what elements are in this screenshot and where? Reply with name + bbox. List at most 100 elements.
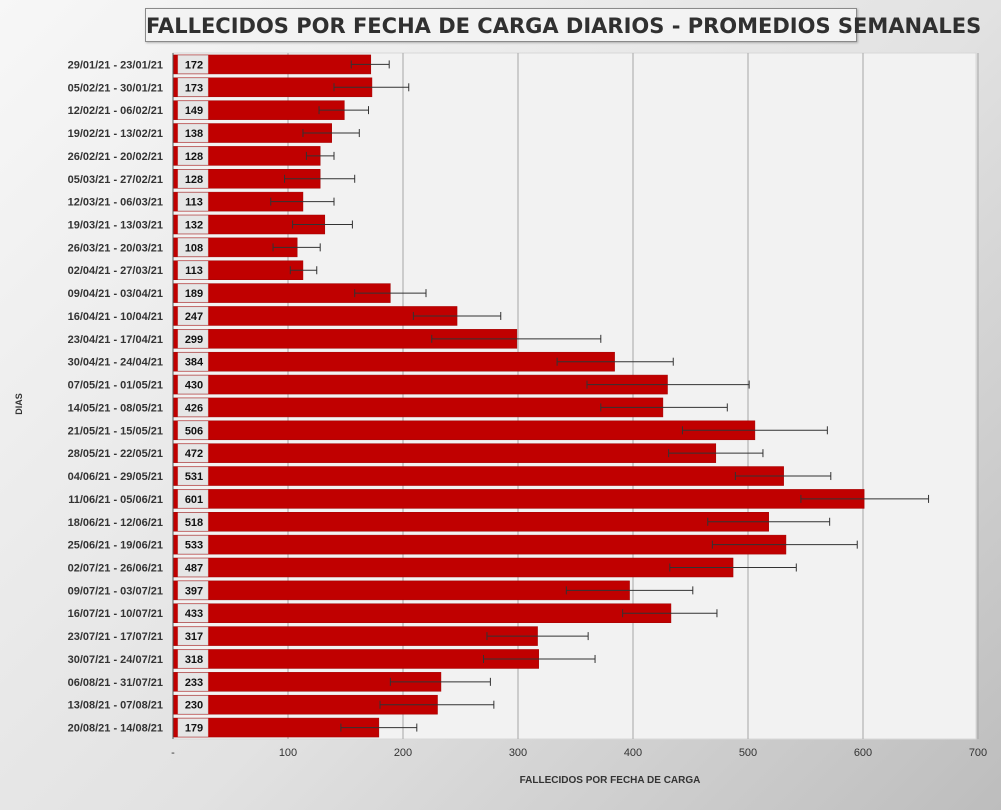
category-label: 12/02/21 - 06/02/21 [68, 105, 163, 117]
category-label: 13/08/21 - 07/08/21 [68, 700, 163, 712]
category-label: 23/04/21 - 17/04/21 [68, 334, 163, 346]
data-label: 113 [185, 197, 203, 209]
category-label: 20/08/21 - 14/08/21 [68, 723, 163, 735]
data-label: 173 [185, 82, 203, 94]
x-tick-label: 300 [509, 747, 527, 759]
bar [172, 397, 664, 418]
data-label-box [177, 375, 209, 394]
data-label: 230 [185, 700, 203, 712]
category-label: 07/05/21 - 01/05/21 [68, 380, 163, 392]
data-label: 128 [185, 151, 203, 163]
data-label-box [177, 192, 209, 211]
category-label: 02/07/21 - 26/06/21 [68, 563, 163, 575]
data-label-box [177, 238, 209, 257]
data-label-box [177, 329, 209, 349]
data-label: 113 [185, 265, 203, 277]
category-label: 28/05/21 - 22/05/21 [68, 448, 163, 460]
category-label: 05/03/21 - 27/02/21 [68, 174, 163, 186]
data-label: 247 [185, 311, 203, 323]
category-label: 18/06/21 - 12/06/21 [68, 517, 163, 529]
data-label: 426 [185, 402, 203, 414]
category-label: 26/02/21 - 20/02/21 [68, 151, 163, 163]
data-label: 397 [185, 585, 203, 597]
chart-title: FALLECIDOS POR FECHA DE CARGA DIARIOS - … [145, 8, 981, 42]
bar [172, 603, 672, 623]
data-label-box [177, 535, 209, 554]
data-label-box [177, 398, 209, 417]
bar [172, 580, 630, 601]
data-label: 108 [185, 242, 203, 254]
bar [172, 512, 769, 532]
category-label: 19/03/21 - 13/03/21 [68, 220, 163, 232]
x-tick-label: 400 [624, 747, 642, 759]
data-label-box [177, 603, 209, 623]
category-label: 02/04/21 - 27/03/21 [68, 265, 163, 277]
data-label-box [177, 672, 209, 692]
y-axis-label: DIAS [14, 393, 24, 415]
bar [172, 534, 787, 555]
x-axis-label: FALLECIDOS POR FECHA DE CARGA [519, 775, 701, 786]
data-label: 433 [185, 608, 203, 620]
category-label: 06/08/21 - 31/07/21 [68, 677, 163, 689]
data-label-box [177, 169, 209, 189]
category-label: 21/05/21 - 15/05/21 [68, 425, 163, 437]
data-label-box [177, 283, 209, 303]
data-label-box [177, 512, 209, 532]
category-label: 30/04/21 - 24/04/21 [68, 357, 163, 369]
category-label: 29/01/21 - 23/01/21 [68, 59, 163, 71]
data-label: 318 [185, 654, 203, 666]
data-label: 172 [185, 59, 203, 71]
data-label: 179 [185, 723, 203, 735]
category-label: 19/02/21 - 13/02/21 [68, 128, 163, 140]
plot-area [172, 52, 977, 740]
category-label: 23/07/21 - 17/07/21 [68, 631, 163, 643]
category-label: 09/07/21 - 03/07/21 [68, 585, 163, 597]
data-label: 533 [185, 540, 203, 552]
data-label-box [177, 352, 209, 371]
bar [172, 489, 865, 509]
bar [172, 466, 784, 486]
data-label: 138 [185, 128, 203, 140]
bar [172, 626, 538, 646]
category-label: 30/07/21 - 24/07/21 [68, 654, 163, 666]
x-tick-label: 600 [854, 747, 872, 759]
category-label: 16/07/21 - 10/07/21 [68, 608, 163, 620]
data-label-box [177, 100, 209, 120]
category-label: 11/06/21 - 05/06/21 [68, 494, 163, 506]
data-label-box [177, 55, 209, 74]
data-label: 430 [185, 380, 203, 392]
x-tick-label: 700 [969, 747, 987, 759]
data-label-box [177, 215, 209, 234]
data-label-box [177, 146, 209, 166]
bar [172, 420, 756, 441]
category-label: 05/02/21 - 30/01/21 [68, 82, 163, 94]
data-label-box [177, 123, 209, 143]
gridlines [287, 53, 979, 739]
data-label: 384 [185, 357, 204, 369]
data-label-box [177, 260, 209, 280]
bar [172, 351, 615, 372]
data-label: 233 [185, 677, 203, 689]
data-label: 518 [185, 517, 203, 529]
data-label-box [177, 649, 209, 669]
data-label: 506 [185, 425, 203, 437]
data-label-box [177, 695, 209, 714]
x-tick-label: 500 [739, 747, 757, 759]
data-label-box [177, 421, 209, 440]
data-label: 189 [185, 288, 203, 300]
axes: - 100 200 300 400 500 600 700 29/01/21 - 23/01/2… [68, 53, 987, 759]
category-label: 26/03/21 - 20/03/21 [68, 242, 163, 254]
x-tick-label: 100 [279, 747, 297, 759]
data-label: 132 [185, 220, 203, 232]
data-label: 149 [185, 105, 203, 117]
data-label-box [177, 489, 209, 509]
data-label-box [177, 78, 209, 97]
data-label-box [177, 626, 209, 646]
bar [172, 557, 734, 578]
data-label: 601 [185, 494, 203, 506]
category-label: 16/04/21 - 10/04/21 [68, 311, 163, 323]
data-label-box [177, 718, 209, 737]
data-label: 299 [185, 334, 203, 346]
data-label-box [177, 443, 209, 463]
data-label: 531 [185, 471, 203, 483]
